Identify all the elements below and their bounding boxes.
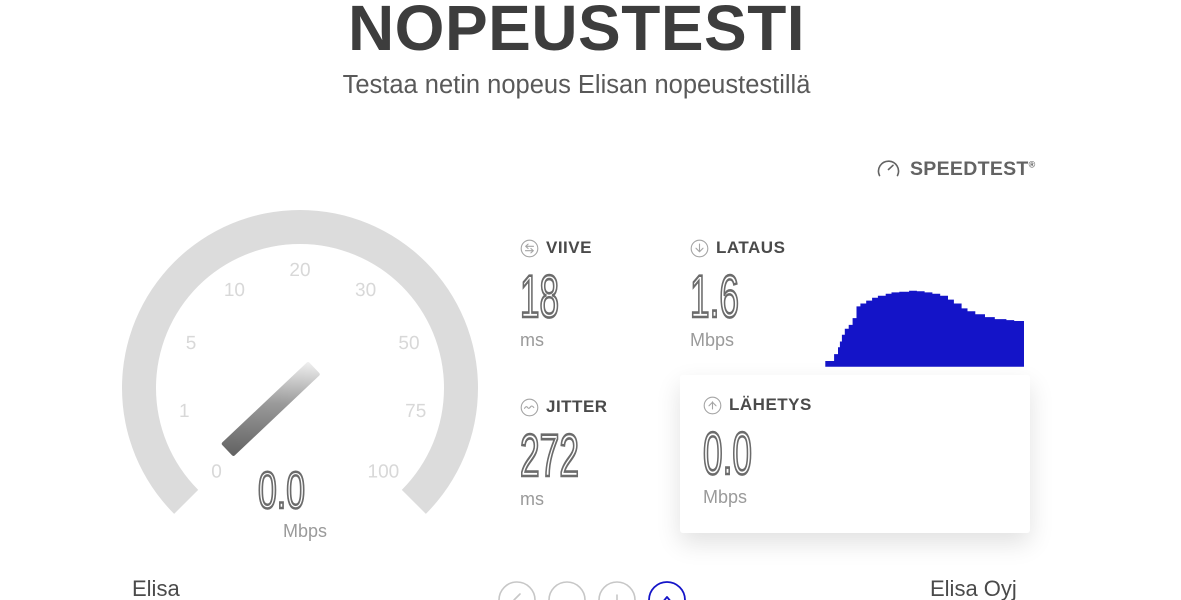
svg-text:0.0: 0.0: [703, 420, 752, 487]
svg-text:10: 10: [224, 280, 245, 301]
svg-text:5: 5: [186, 333, 197, 354]
svg-text:30: 30: [355, 280, 376, 301]
svg-text:0.0: 0.0: [258, 462, 305, 520]
svg-text:272: 272: [520, 422, 579, 489]
svg-text:1.6: 1.6: [690, 263, 739, 330]
svg-text:18: 18: [520, 263, 559, 330]
svg-text:75: 75: [405, 401, 426, 422]
svg-text:20: 20: [289, 260, 310, 281]
svg-text:1: 1: [179, 401, 190, 422]
svg-text:50: 50: [398, 333, 419, 354]
